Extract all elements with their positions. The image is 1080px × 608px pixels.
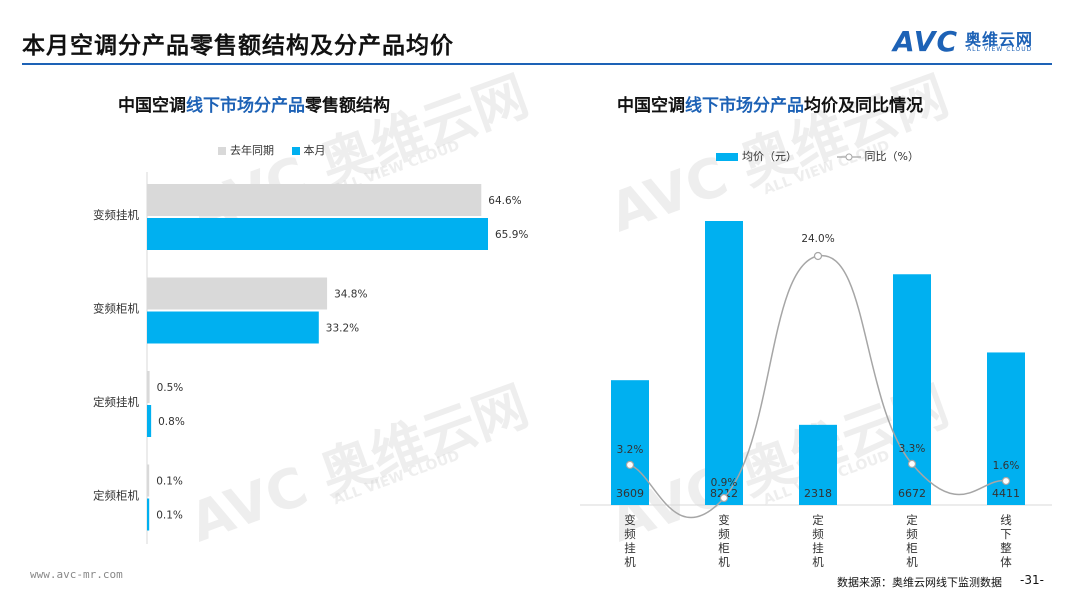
avc-logo: AVC 奥维云网 ALL VIEW CLOUD [893,25,1063,58]
category-label-char: 机 [906,555,918,569]
category-label-char: 线 [1000,513,1012,527]
data-label: 0.8% [158,416,185,428]
bar-last-year [147,371,150,403]
price-label: 2318 [804,487,832,500]
right-title-highlight: 线下市场分产品 [685,96,804,116]
data-label: 0.1% [156,476,183,488]
price-bar [893,274,931,505]
category-label-char: 机 [812,555,824,569]
category-label: 定频挂机 [93,395,139,409]
yoy-label: 0.9% [711,477,738,489]
bar-last-year [147,464,150,497]
left-title-highlight: 线下市场分产品 [186,96,305,116]
price-bar [799,424,837,505]
right-chart-title: 中国空调线下市场分产品均价及同比情况 [617,91,923,116]
data-label: 0.5% [157,382,184,394]
left-title-pre: 中国空调 [118,96,186,116]
yoy-point [907,459,917,468]
bar-this-month [147,311,319,344]
logo-en: ALL VIEW CLOUD [967,46,1033,53]
price-label: 3609 [616,487,644,500]
legend-label-last-year: 去年同期 [230,144,274,157]
category-label-char: 频 [906,527,918,541]
data-label: 34.8% [334,289,367,301]
yoy-label: 1.6% [993,460,1020,472]
legend-label-yoy: 同比（%） [864,150,919,163]
category-label-char: 频 [812,527,824,541]
page-number: -31- [1020,573,1044,587]
price-bar [611,380,649,505]
bar-last-year [147,277,328,310]
bar-this-month [147,498,150,531]
legend-label-this-month: 本月 [303,144,326,157]
category-label-char: 下 [1000,527,1012,541]
legend-swatch-this-month [291,147,300,155]
right-legend: 均价（元） 同比（%） [716,148,919,164]
price-label: 4411 [992,487,1020,500]
logo-main: AVC [893,25,958,58]
category-label-char: 挂 [624,541,636,555]
legend-label-avg-price: 均价（元） [742,150,797,163]
category-label-char: 频 [718,527,730,541]
left-title-post: 零售额结构 [305,96,390,116]
data-label: 65.9% [495,229,528,241]
page-title: 本月空调分产品零售额结构及分产品均价 [22,33,454,59]
category-label-char: 柜 [718,541,730,555]
yoy-point [719,493,729,503]
category-label-char: 定 [906,513,918,527]
legend-swatch-avg-price [716,153,738,161]
data-label: 64.6% [488,195,521,207]
right-title-pre: 中国空调 [617,96,685,116]
category-label: 定频柜机 [93,489,139,503]
category-label-char: 整 [1000,541,1012,555]
category-label-char: 体 [1000,555,1012,569]
right-title-post: 均价及同比情况 [804,96,923,116]
bar-last-year [147,184,482,216]
category-label-char: 柜 [906,541,918,555]
price-label: 8212 [710,487,738,500]
category-label-char: 机 [624,555,636,569]
yoy-point [813,251,823,261]
price-bar [705,221,743,505]
yoy-label: 3.2% [617,444,644,456]
category-label: 变频挂机 [93,208,139,222]
category-label-char: 定 [812,513,824,527]
category-label-char: 变 [624,513,636,527]
yoy-point [625,460,635,470]
category-label: 变频柜机 [93,302,139,316]
bar-this-month [147,218,488,250]
legend-swatch-yoy [836,152,861,162]
right-combo-chart: 3609变频挂机8212变频柜机2318定频挂机6672定频柜机4411线下整体… [580,221,1052,569]
price-label: 6672 [898,487,926,500]
category-label-char: 变 [718,513,730,527]
bar-this-month [147,405,152,437]
category-label-char: 挂 [812,541,824,555]
data-label: 0.1% [156,510,183,522]
left-legend: 去年同期 本月 [218,142,326,158]
left-bar-chart: 64.6% 65.9% 变频挂机 34.8% 33.2% 变频柜机 0.5% 0.8% 定频挂机… [93,172,528,544]
footer-url: www.avc-mr.com [30,568,123,581]
category-label-char: 频 [624,527,636,541]
yoy-label: 24.0% [801,233,834,245]
data-label: 33.2% [326,323,359,335]
left-chart-title: 中国空调线下市场分产品零售额结构 [118,91,390,116]
data-source: 数据来源：奥维云网线下监测数据 [837,576,1002,589]
title-rule [22,63,1052,65]
yoy-point [1001,476,1011,486]
yoy-label: 3.3% [899,443,926,455]
category-label-char: 机 [718,555,730,569]
logo-cn: 奥维云网 [965,30,1034,49]
legend-swatch-last-year [218,147,226,155]
